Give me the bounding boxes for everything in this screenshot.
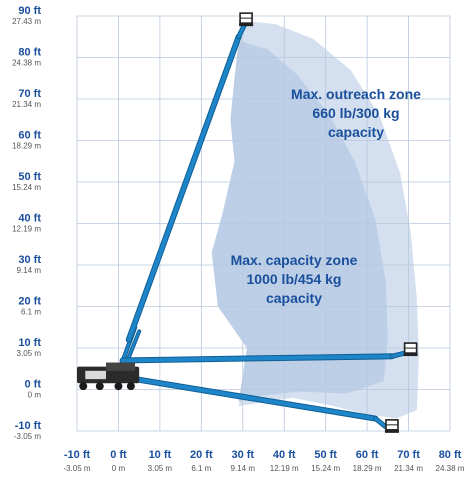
y-tick-label-m: 15.24 m [12, 183, 41, 192]
x-tick-label-m: -3.05 m [63, 464, 90, 473]
jib-below-grade [373, 417, 388, 429]
y-tick-label-m: 6.1 m [21, 308, 41, 317]
y-tick-label-m: 12.19 m [12, 225, 41, 234]
y-tick-label-m: 27.43 m [12, 17, 41, 26]
wheel [126, 382, 135, 391]
x-tick-label-m: 3.05 m [148, 464, 173, 473]
x-tick-label-ft: 20 ft [190, 449, 213, 461]
platform-top [239, 12, 254, 27]
y-tick-label-ft: 70 ft [18, 88, 41, 100]
y-tick-label-ft: 40 ft [18, 213, 41, 225]
x-tick-label-ft: 0 ft [110, 449, 127, 461]
x-tick-label-ft: 70 ft [397, 449, 420, 461]
boom-max-outreach [120, 354, 394, 363]
y-tick-label-ft: 80 ft [18, 47, 41, 59]
x-tick-label-m: 18.29 m [353, 464, 382, 473]
x-tick-label-m: 0 m [112, 464, 126, 473]
reach-zones [211, 20, 419, 419]
platform-basket-floor [384, 429, 399, 433]
boom-lift-machine [77, 12, 418, 433]
x-tick-label-ft: 40 ft [273, 449, 296, 461]
capacity-zone-label: capacity [266, 290, 322, 306]
x-tick-label-ft: 50 ft [314, 449, 337, 461]
x-tick-label-ft: 10 ft [149, 449, 172, 461]
x-tick-label-m: 6.1 m [191, 464, 211, 473]
x-tick-label-ft: -10 ft [64, 449, 91, 461]
wheel [114, 382, 123, 391]
y-tick-label-ft: 50 ft [18, 171, 41, 183]
boom-max-height [126, 34, 241, 342]
y-tick-label-m: 0 m [28, 391, 42, 400]
platform-outreach [403, 342, 418, 357]
chassis-panel [85, 370, 107, 380]
platform-below-grade [384, 419, 399, 433]
capacity-zone-label: 1000 lb/454 kg [247, 271, 342, 287]
zone-labels: Max. outreach zone 660 lb/300 kg capacity M… [231, 86, 422, 306]
y-tick-label-ft: 30 ft [18, 254, 41, 266]
x-tick-label-ft: 60 ft [356, 449, 379, 461]
y-tick-label-m: 24.38 m [12, 59, 41, 68]
outreach-zone-label: 660 lb/300 kg [312, 105, 399, 121]
y-tick-label-m: 3.05 m [17, 349, 42, 358]
jib-max-height [237, 22, 247, 39]
capacity-zone-label: Max. capacity zone [231, 252, 358, 268]
turntable [106, 362, 136, 371]
x-tick-label-m: 24.38 m [436, 464, 465, 473]
x-tick-label-m: 9.14 m [231, 464, 256, 473]
y-tick-label-m: 9.14 m [17, 266, 42, 275]
x-tick-label-ft: 30 ft [231, 449, 254, 461]
x-tick-label-m: 12.19 m [270, 464, 299, 473]
wheel [95, 382, 104, 391]
y-tick-label-m: 21.34 m [12, 100, 41, 109]
y-tick-label-ft: 20 ft [18, 296, 41, 308]
y-tick-label-ft: 90 ft [18, 5, 41, 17]
x-axis-labels: -10 ft -3.05 m 0 ft 0 m 10 ft 3.05 m 20 ft 6.1 … [63, 449, 464, 473]
y-tick-label-ft: 60 ft [18, 130, 41, 142]
platform-basket-floor [403, 353, 418, 357]
y-tick-label-ft: 10 ft [18, 337, 41, 349]
wheel [79, 382, 88, 391]
chassis [77, 362, 140, 391]
capacity-zone-area [211, 40, 388, 402]
y-tick-label-ft: 0 ft [25, 379, 42, 391]
y-tick-label-ft: -10 ft [15, 420, 42, 432]
y-tick-label-m: 18.29 m [12, 142, 41, 151]
outreach-zone-label: capacity [328, 124, 384, 140]
x-tick-label-m: 21.34 m [394, 464, 423, 473]
x-tick-label-m: 15.24 m [311, 464, 340, 473]
y-tick-label-m: -3.05 m [14, 432, 41, 441]
boom-below-grade [120, 375, 378, 421]
platform-basket-floor [239, 23, 254, 27]
outreach-zone-label: Max. outreach zone [291, 86, 421, 102]
x-tick-label-ft: 80 ft [439, 449, 462, 461]
